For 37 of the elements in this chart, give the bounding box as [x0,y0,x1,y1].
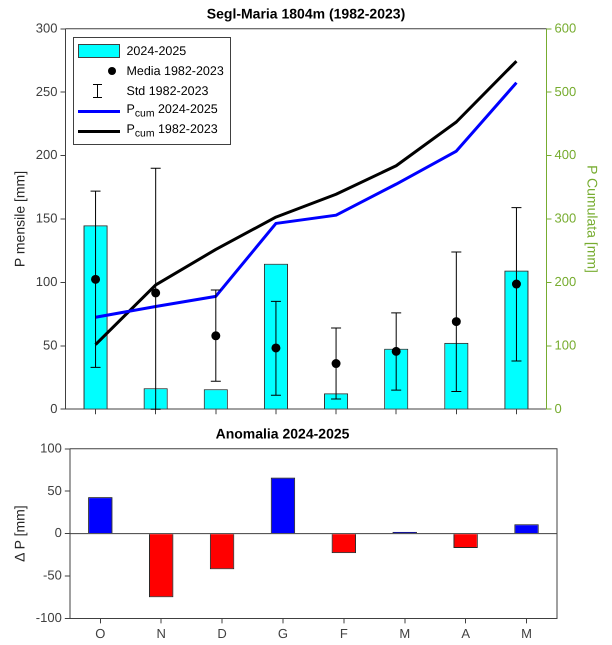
y2-tick-label: 400 [554,147,576,162]
y-tick-label: -100 [36,610,62,625]
x-tick-label: N [156,626,166,641]
y-tick-label: 50 [43,337,58,352]
y2-tick-label: 300 [554,210,576,226]
x-tick-label: M [521,626,532,641]
x-tick-label: G [278,626,288,641]
y-tick-label: 0 [54,525,62,540]
y2-tick-label: 200 [554,274,576,289]
chart-title: Segl-Maria 1804m (1982-2023) [206,5,406,22]
y2-tick-label: 500 [554,84,576,99]
y2-axis-title: P Cumulata [mm] [584,165,601,273]
legend-label: P$_{cum}$ 2024-2025 [126,102,218,120]
y-tick-label: 100 [40,440,62,456]
chart-title: Anomalia 2024-2025 [216,425,350,442]
annotation: Std 1982-2023 [126,84,208,98]
y2-tick-label: 600 [554,20,576,36]
y-axis-title: P mensile [mm] [11,170,28,268]
y-tick-label: 300 [36,20,58,36]
y-tick-label: -50 [43,568,62,583]
y-tick-label: 100 [36,274,58,289]
y-tick-label: 50 [47,482,62,498]
y-tick-label: 150 [36,210,58,226]
legend-label: Media 1982-2023 [126,64,224,78]
legend-label: 2024-2025 [126,44,186,58]
legend-label: P$_{cum}$ 1982-2023 [126,122,218,140]
x-tick-label: O [95,626,106,641]
x-tick-label: F [340,626,348,641]
y2-tick-label: 100 [554,337,576,352]
x-tick-label: M [399,626,410,641]
y-tick-label: 200 [36,147,58,162]
x-tick-label: D [217,626,227,641]
y2-tick-label: 0 [554,400,562,416]
y-axis-title: Δ P [mm] [11,505,28,562]
y-tick-label: 0 [50,400,58,416]
x-tick-label: A [461,626,470,641]
y-tick-label: 250 [36,84,58,99]
